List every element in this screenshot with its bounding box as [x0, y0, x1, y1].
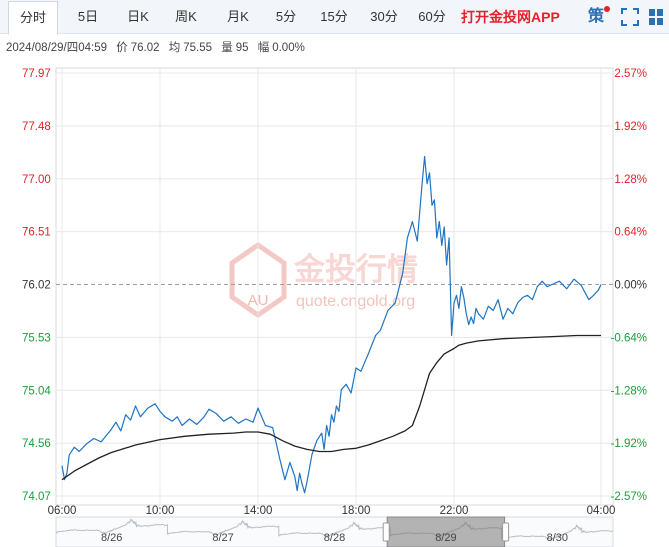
tab-30-min[interactable]: 30分 — [370, 9, 398, 24]
info-avg: 75.55 — [183, 42, 212, 54]
period-tab-bar: 分时 5日 日K 周K 月K 5分 15分 30分 60分 打开金投网APP 策 — [0, 0, 669, 35]
tab-5-day[interactable]: 5日 — [77, 9, 99, 24]
info-price-label: 价 — [116, 42, 128, 54]
tab-15-min[interactable]: 15分 — [320, 9, 348, 24]
overview-left-handle[interactable] — [382, 522, 390, 542]
price-line — [61, 155, 602, 494]
x-tick-label: 06:00 — [48, 505, 77, 517]
y-tick-label-right: -1.28% — [611, 385, 647, 397]
tab-60-min[interactable]: 60分 — [418, 9, 446, 24]
info-volume: 95 — [235, 42, 249, 54]
open-app-link[interactable]: 打开金投网APP — [461, 9, 560, 25]
y-tick-label-right: 1.92% — [614, 121, 647, 133]
y-tick-label-left: 74.07 — [22, 491, 51, 503]
menu-grid-icon[interactable] — [648, 8, 664, 26]
x-tick-label: 04:00 — [587, 505, 616, 517]
average-price-line — [61, 334, 601, 481]
y-tick-label-left: 77.00 — [22, 174, 51, 186]
y-tick-label-left: 75.53 — [22, 332, 51, 344]
info-price: 76.02 — [130, 42, 160, 54]
tab-weekly-k[interactable]: 周K — [175, 9, 197, 24]
info-change: 0.00% — [272, 42, 305, 54]
y-tick-label-right: 0.64% — [614, 227, 647, 239]
y-tick-label-right: -2.57% — [611, 491, 647, 503]
overview-right-handle[interactable] — [502, 522, 510, 542]
y-tick-label-right: -0.64% — [611, 332, 647, 344]
y-tick-label-left: 76.51 — [22, 227, 51, 239]
overview-date-label: 8/28 — [324, 532, 345, 544]
y-tick-label-right: 1.28% — [614, 174, 647, 186]
y-tick-label-right: -1.92% — [611, 438, 647, 450]
plot-frame — [55, 67, 614, 506]
y-tick-label-right: 0.00% — [614, 280, 647, 292]
overview-navigator[interactable] — [55, 516, 614, 547]
info-volume-label: 量 — [221, 42, 233, 54]
overview-date-label: 8/30 — [547, 532, 568, 544]
overview-price-shape — [55, 518, 614, 541]
info-avg-label: 均 — [168, 42, 181, 54]
watermark: AU 金投行情 quote.cngold.org — [229, 241, 418, 319]
y-tick-label-left: 75.04 — [22, 385, 51, 397]
y-tick-label-right: 2.57% — [614, 68, 647, 80]
y-tick-label-left: 77.97 — [22, 68, 51, 80]
info-datetime: 2024/08/29/四04:59 — [6, 42, 108, 54]
tab-intraday[interactable]: 分时 — [8, 1, 58, 35]
y-tick-label-left: 77.48 — [22, 121, 51, 133]
x-tick-label: 18:00 — [342, 505, 371, 517]
quote-info-bar: 2024/08/29/四04:59 价 76.02 均 75.55 量 95 幅 0.0… — [6, 39, 311, 55]
x-tick-label: 22:00 — [440, 505, 469, 517]
overview-date-label: 8/29 — [435, 532, 456, 544]
y-tick-label-left: 76.02 — [22, 280, 51, 292]
overview-date-label: 8/27 — [212, 532, 233, 544]
x-tick-label: 14:00 — [244, 505, 273, 517]
info-change-label: 幅 — [257, 42, 270, 54]
notification-dot — [604, 6, 610, 12]
tab-monthly-k[interactable]: 月K — [227, 9, 249, 24]
strategy-button[interactable]: 策 — [588, 8, 605, 25]
y-tick-label-left: 74.56 — [22, 438, 51, 450]
tab-daily-k[interactable]: 日K — [127, 9, 149, 24]
tab-5-min[interactable]: 5分 — [275, 9, 297, 24]
fullscreen-icon[interactable] — [620, 7, 640, 27]
x-tick-label: 10:00 — [146, 505, 175, 517]
overview-date-label: 8/26 — [101, 532, 122, 544]
